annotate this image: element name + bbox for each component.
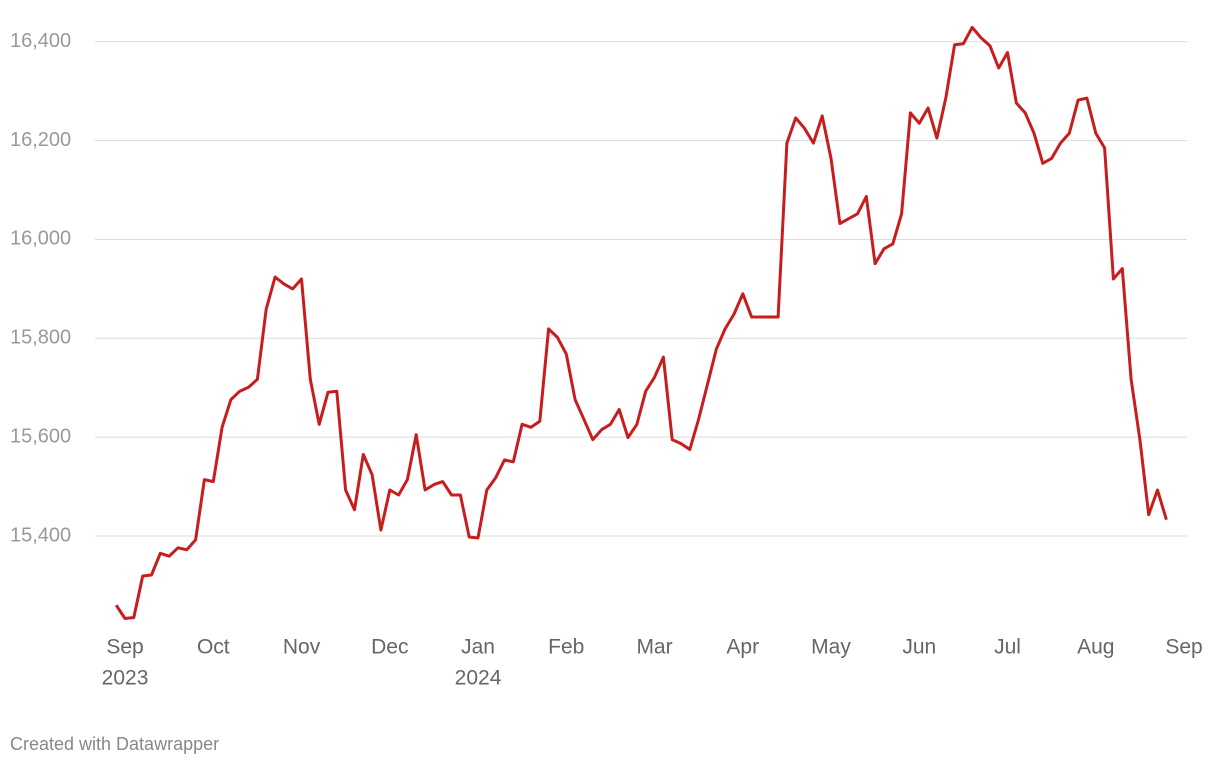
y-tick-label: 15,400 bbox=[10, 524, 71, 546]
x-tick-label: Apr bbox=[726, 636, 759, 659]
footer: Created with Datawrapper bbox=[10, 734, 219, 754]
x-tick-label: Sep bbox=[1165, 636, 1202, 659]
x-tick-label: Jul bbox=[994, 636, 1021, 659]
y-tick-label: 16,400 bbox=[10, 30, 71, 52]
data-line bbox=[114, 25, 1168, 620]
x-tick-label: Feb bbox=[548, 636, 584, 659]
x-tick-year: 2023 bbox=[102, 667, 149, 690]
x-tick-label: Oct bbox=[197, 636, 230, 659]
x-tick-label: Mar bbox=[636, 636, 672, 659]
x-tick-year: 2024 bbox=[455, 667, 502, 690]
y-tick-label: 16,000 bbox=[10, 228, 71, 250]
x-tick-label: Nov bbox=[283, 636, 321, 659]
x-tick-label: May bbox=[811, 636, 851, 659]
y-tick-label: 15,800 bbox=[10, 327, 71, 349]
x-tick-label: Aug bbox=[1077, 636, 1114, 659]
y-tick-label: 16,200 bbox=[10, 129, 71, 151]
y-tick-label: 15,600 bbox=[10, 425, 71, 447]
x-tick-label: Dec bbox=[371, 636, 408, 659]
x-tick-label: Jun bbox=[902, 636, 936, 659]
x-tick-label: Jan bbox=[461, 636, 495, 659]
x-tick-label: Sep bbox=[106, 636, 143, 659]
